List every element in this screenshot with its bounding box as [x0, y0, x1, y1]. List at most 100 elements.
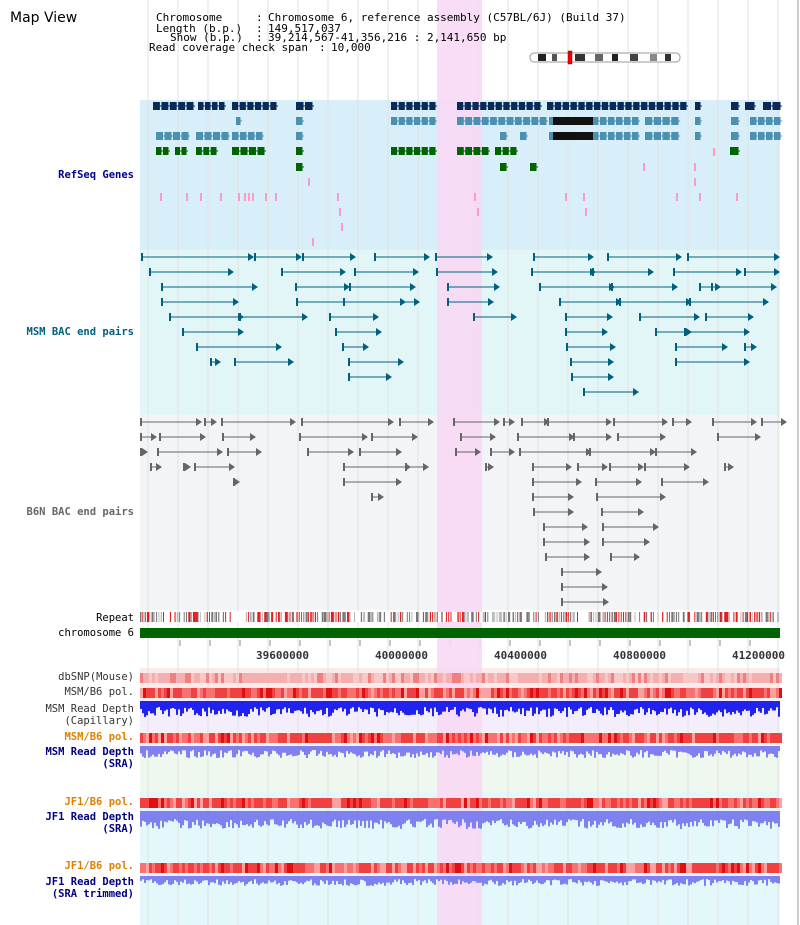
msm-capillary-depth: [348, 701, 350, 715]
b6n-bac-arrow: [691, 448, 697, 456]
msm-bac-label[interactable]: MSM BAC end pairs: [26, 326, 134, 338]
repeat-mark: [367, 612, 371, 622]
repeat-mark: [629, 612, 632, 622]
jf1-b6-pol-mark: [467, 863, 470, 873]
jf1-b6-pol-mark: [215, 798, 218, 808]
jf1-sra-depth: [638, 811, 640, 828]
gene-exon: [617, 102, 624, 110]
msm-sra-depth: [428, 746, 430, 758]
b6n-bac-arrow: [634, 553, 640, 561]
msm-capillary-depth: [328, 701, 330, 717]
page-title: Map View: [10, 10, 78, 26]
msm-b6-pol-mark: [155, 733, 158, 743]
msm-sra-depth: [552, 746, 554, 752]
msm-sra-depth: [196, 746, 198, 758]
jf1-b6-pol-mark: [323, 798, 326, 808]
msm-capillary-depth: [718, 701, 720, 711]
jf1-b6-pol-mark: [686, 863, 689, 873]
msm-b6-pol-mark: [338, 733, 341, 743]
msm-b6-pol-mark: [305, 688, 308, 698]
pink-feature: [248, 193, 250, 201]
msm-b6-pol-mark: [653, 688, 656, 698]
jf1-b6-pol-mark: [566, 863, 569, 873]
jf1-trimmed-depth: [700, 876, 702, 881]
msm-b6-pol-mark: [569, 733, 572, 743]
repeat-mark: [289, 612, 291, 622]
jf1-trimmed-depth: [412, 876, 414, 885]
jf1-sra-depth: [688, 811, 690, 828]
repeat-mark: [183, 612, 185, 622]
gene-exon: [586, 102, 593, 110]
jf1-trimmed-depth: [260, 876, 262, 884]
msm-sra-depth: [712, 746, 714, 757]
gene-exon: [391, 117, 398, 125]
dbsnp-mark: [320, 673, 323, 683]
msm-b6-pol-mark: [524, 688, 527, 698]
jf1-sra-depth: [520, 811, 522, 825]
jf1-b6-pol-mark: [563, 863, 566, 873]
msm-capillary-depth: [374, 701, 376, 713]
jf1-trimmed-depth: [640, 876, 642, 883]
b6n-bac-arrow: [428, 418, 434, 426]
jf1-b6-pol-mark: [533, 863, 536, 873]
dbsnp-mark: [383, 673, 386, 683]
pink-feature: [736, 193, 738, 201]
msm-b6-pol-mark: [515, 688, 518, 698]
jf1-b6-pol-mark: [473, 798, 476, 808]
dbsnp-mark: [602, 673, 605, 683]
msm-capillary-depth: [404, 701, 406, 715]
msm-capillary-depth: [758, 701, 760, 712]
dbsnp-mark: [308, 673, 311, 683]
jf1-sra-depth: [336, 811, 338, 828]
chromosome-value: Chromosome 6, reference assembly (C57BL/…: [268, 11, 626, 24]
jf1-sra-depth: [528, 811, 530, 829]
jf1-trimmed-depth: [244, 876, 246, 886]
msm-b6-pol-mark: [530, 733, 533, 743]
msm-capillary-depth: [260, 701, 262, 708]
msm-b6-pol-mark: [527, 733, 530, 743]
msm-capillary-depth: [566, 701, 568, 717]
msm-capillary-depth: [534, 701, 536, 714]
jf1-b6-pol-mark: [773, 863, 776, 873]
jf1-trimmed-depth: [676, 876, 678, 884]
pink-feature: [238, 193, 240, 201]
gene-exon: [730, 147, 739, 155]
msm-b6-pol-mark: [668, 688, 671, 698]
repeat-mark: [478, 612, 480, 622]
msm-bac-arrow: [607, 313, 613, 321]
jf1-b6-pol-mark: [647, 798, 650, 808]
msm-sra-depth: [688, 746, 690, 754]
msm-b6-pol-mark: [605, 688, 608, 698]
msm-capillary-depth: [738, 701, 740, 713]
msm-capillary-depth: [472, 701, 474, 713]
msm-sra-depth: [706, 746, 708, 752]
msm-capillary-depth: [178, 701, 180, 710]
jf1-sra-depth: [590, 811, 592, 827]
msm-sra-depth: [228, 746, 230, 751]
dbsnp-mark: [611, 673, 614, 683]
dbsnp-mark: [365, 673, 368, 683]
msm-sra-depth: [340, 746, 342, 753]
dbsnp-mark: [680, 673, 683, 683]
jf1-b6-pol-mark: [524, 798, 527, 808]
msm-sra-depth: [370, 746, 372, 755]
msm-b6-pol-mark: [314, 688, 317, 698]
b6n-bac-label[interactable]: B6N BAC end pairs: [26, 506, 134, 518]
jf1-trimmed-depth: [738, 876, 740, 885]
jf1-trimmed-depth: [594, 876, 596, 881]
msm-bac-arrow: [633, 388, 639, 396]
refseq-genes-label[interactable]: RefSeq Genes: [58, 169, 134, 181]
jf1-sra-depth: [152, 811, 154, 829]
jf1-sra-depth: [212, 811, 214, 824]
b6n-bac-end: [150, 463, 152, 471]
jf1-sra-depth: [670, 811, 672, 821]
jf1-trimmed-depth: [586, 876, 588, 883]
jf1-trimmed-depth: [396, 876, 398, 882]
b6n-bac-arrow: [638, 463, 644, 471]
dbsnp-mark: [167, 673, 170, 683]
jf1-sra-depth: [750, 811, 752, 826]
msm-b6-pol-mark: [422, 733, 425, 743]
b6n-bac-end: [717, 433, 719, 441]
